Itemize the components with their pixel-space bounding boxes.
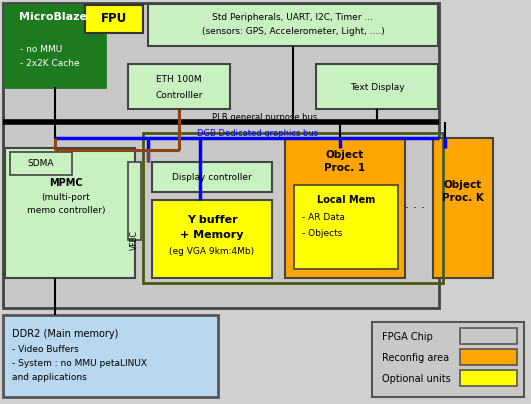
Text: Controlller: Controlller <box>155 90 203 99</box>
Text: Local Mem: Local Mem <box>317 195 375 205</box>
Text: Proc. K: Proc. K <box>442 193 484 203</box>
Text: . . .: . . . <box>405 198 425 212</box>
Text: Proc. 1: Proc. 1 <box>324 163 365 173</box>
Bar <box>128 162 141 240</box>
Bar <box>3 315 218 397</box>
Text: ETH 100M: ETH 100M <box>156 74 202 84</box>
Text: - Objects: - Objects <box>302 229 342 238</box>
Text: PLB general purpose bus: PLB general purpose bus <box>212 112 318 122</box>
Text: and applications: and applications <box>12 374 87 383</box>
Text: Object: Object <box>444 180 482 190</box>
Text: Display controller: Display controller <box>172 173 252 181</box>
Text: - no MMU: - no MMU <box>20 46 62 55</box>
Text: (eg VGA 9km:4Mb): (eg VGA 9km:4Mb) <box>169 248 254 257</box>
Bar <box>460 328 517 344</box>
Bar <box>460 370 517 386</box>
Bar <box>152 200 272 278</box>
Bar <box>460 349 517 365</box>
Text: Optional units: Optional units <box>382 374 451 384</box>
Text: (multi-port: (multi-port <box>41 192 90 202</box>
Text: - AR Data: - AR Data <box>302 213 345 223</box>
Text: Object: Object <box>326 150 364 160</box>
Text: DDR2 (Main memory): DDR2 (Main memory) <box>12 329 118 339</box>
Bar <box>433 138 493 278</box>
Bar <box>10 152 72 175</box>
Text: memo controller): memo controller) <box>27 206 105 215</box>
Text: MPMC: MPMC <box>49 178 83 188</box>
Bar <box>294 185 398 269</box>
Text: - System : no MMU petaLINUX: - System : no MMU petaLINUX <box>12 360 147 368</box>
Text: (sensors: GPS, Accelerometer, Light, ....): (sensors: GPS, Accelerometer, Light, ...… <box>202 27 384 36</box>
Text: VFBC: VFBC <box>130 230 139 250</box>
Bar <box>152 162 272 192</box>
Bar <box>128 64 230 109</box>
Text: FPU: FPU <box>101 13 127 25</box>
Bar <box>316 64 438 109</box>
Bar <box>5 5 105 87</box>
Text: MicroBlaze: MicroBlaze <box>19 12 87 22</box>
Text: Std Peripherals, UART, I2C, Timer ...: Std Peripherals, UART, I2C, Timer ... <box>212 13 373 21</box>
Bar <box>148 4 438 46</box>
Text: + Memory: + Memory <box>180 230 244 240</box>
Bar <box>5 148 135 278</box>
Text: DGB Dedicated graphics bus: DGB Dedicated graphics bus <box>198 128 319 137</box>
Bar <box>85 5 143 33</box>
Text: Y buffer: Y buffer <box>187 215 237 225</box>
Bar <box>372 322 524 397</box>
Text: Reconfig area: Reconfig area <box>382 353 449 363</box>
Text: SDMA: SDMA <box>28 160 54 168</box>
Bar <box>143 133 443 283</box>
Text: Text Display: Text Display <box>350 82 404 91</box>
Text: - Video Buffers: - Video Buffers <box>12 345 79 354</box>
Bar <box>285 138 405 278</box>
Bar <box>3 3 439 308</box>
Text: FPGA Chip: FPGA Chip <box>382 332 433 342</box>
Text: - 2x2K Cache: - 2x2K Cache <box>20 59 80 67</box>
